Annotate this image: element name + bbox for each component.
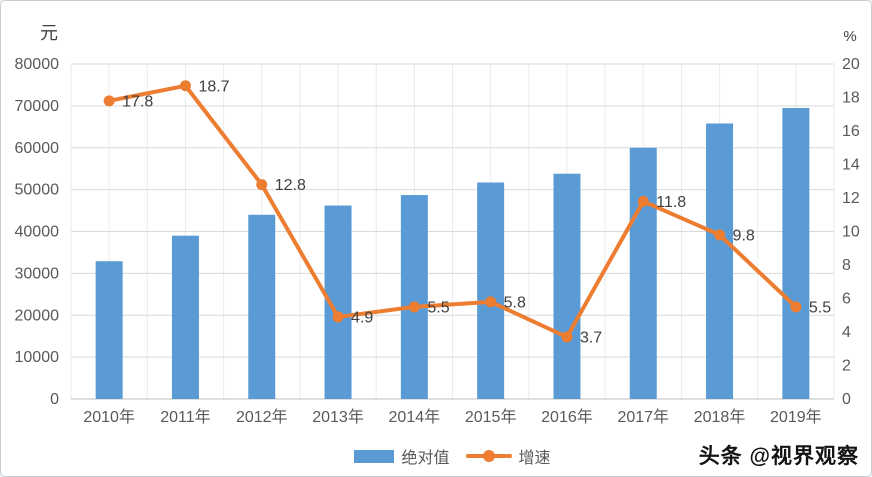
right-axis-tick: 0 bbox=[842, 391, 851, 408]
data-label-2018年: 9.8 bbox=[733, 227, 755, 244]
left-axis-tick: 80000 bbox=[15, 56, 60, 73]
bar-2017年 bbox=[629, 147, 657, 399]
line-point-2017年 bbox=[637, 195, 649, 207]
data-label-2014年: 5.5 bbox=[427, 299, 449, 316]
right-axis-tick: 20 bbox=[842, 56, 860, 73]
bar-2010年 bbox=[95, 261, 123, 399]
legend-label-absolute-value: 绝对值 bbox=[401, 450, 450, 467]
line-series: 17.8 18.7 12.8 4.9 5.5 5.8 3.7 11.8 9.8 5.5 bbox=[103, 78, 831, 347]
legend-item-growth-rate: 增速 bbox=[465, 444, 551, 468]
bar-2015年 bbox=[477, 182, 505, 399]
data-label-2010年: 17.8 bbox=[122, 93, 153, 110]
right-axis-tick: 6 bbox=[842, 291, 851, 308]
right-axis-tick: 18 bbox=[842, 90, 860, 107]
left-axis-tick: 30000 bbox=[15, 265, 60, 282]
right-axis-tick: 12 bbox=[842, 190, 860, 207]
x-axis-label-2018年: 2018年 bbox=[694, 408, 746, 426]
right-axis-tick: 8 bbox=[842, 257, 851, 274]
line-point-2010年 bbox=[103, 95, 115, 107]
line-point-2012年 bbox=[256, 179, 268, 191]
line-series-dot-icon bbox=[482, 450, 495, 462]
line-point-2018年 bbox=[714, 229, 726, 241]
left-axis-tick: 50000 bbox=[15, 182, 60, 199]
line-point-2015年 bbox=[485, 296, 497, 308]
right-axis-tick: 10 bbox=[842, 224, 860, 241]
right-axis-tick: 2 bbox=[842, 358, 851, 375]
left-axis-tick: 60000 bbox=[15, 140, 60, 157]
right-axis-tick: 14 bbox=[842, 157, 860, 174]
bar-series bbox=[95, 107, 810, 400]
data-label-2011年: 18.7 bbox=[198, 78, 229, 95]
line-point-2014年 bbox=[408, 301, 420, 313]
x-axis-label-2016年: 2016年 bbox=[541, 408, 593, 426]
left-axis-tick: 10000 bbox=[15, 349, 60, 366]
x-axis-labels: 2010年 2011年 2012年 2013年 2014年 2015年 2016年 2017年… bbox=[83, 408, 821, 426]
data-label-2012年: 12.8 bbox=[275, 177, 306, 194]
chart-legend: 绝对值 增速 bbox=[71, 444, 834, 468]
line-point-2013年 bbox=[332, 311, 344, 323]
x-axis-label-2015年: 2015年 bbox=[465, 408, 517, 426]
right-axis-tick: 16 bbox=[842, 123, 860, 140]
bar-series-swatch-icon bbox=[354, 449, 395, 463]
x-axis-label-2010年: 2010年 bbox=[83, 408, 135, 426]
left-axis-tick-labels: 0 10000 20000 30000 40000 50000 60000 70000 8000… bbox=[15, 56, 60, 408]
x-axis-label-2019年: 2019年 bbox=[770, 408, 822, 426]
bar-2018年 bbox=[706, 123, 734, 400]
data-label-2013年: 4.9 bbox=[351, 309, 373, 326]
x-axis-label-2017年: 2017年 bbox=[617, 408, 669, 426]
bar-2012年 bbox=[248, 214, 276, 399]
line-point-2019年 bbox=[790, 301, 802, 313]
bar-2019年 bbox=[782, 107, 810, 399]
left-axis-unit-label: 元 bbox=[40, 23, 58, 43]
right-axis-tick: 4 bbox=[842, 324, 851, 341]
bar-2016年 bbox=[553, 173, 581, 399]
bar-2014年 bbox=[400, 195, 428, 399]
x-axis-label-2013年: 2013年 bbox=[312, 408, 364, 426]
data-label-2019年: 5.5 bbox=[809, 299, 831, 316]
legend-label-growth-rate: 增速 bbox=[518, 450, 551, 467]
bar-2011年 bbox=[171, 235, 199, 399]
left-axis-tick: 0 bbox=[50, 391, 59, 408]
left-axis-tick: 20000 bbox=[15, 307, 60, 324]
data-label-2016年: 3.7 bbox=[580, 330, 602, 347]
left-axis-tick: 70000 bbox=[15, 98, 60, 115]
right-axis-unit-label: % bbox=[843, 28, 856, 45]
line-point-2011年 bbox=[179, 80, 191, 92]
data-label-2017年: 11.8 bbox=[656, 194, 686, 211]
left-axis-tick: 40000 bbox=[15, 224, 60, 241]
right-axis-tick-labels: 0 2 4 6 8 10 12 14 16 18 20 bbox=[842, 56, 860, 408]
data-label-2015年: 5.8 bbox=[504, 294, 526, 311]
x-axis-label-2012年: 2012年 bbox=[236, 408, 288, 426]
x-axis-label-2011年: 2011年 bbox=[160, 408, 210, 426]
x-axis-label-2014年: 2014年 bbox=[389, 408, 441, 426]
line-series-swatch-icon bbox=[465, 450, 512, 462]
watermark: 头条 @视界观察 bbox=[698, 445, 859, 468]
legend-item-absolute-value: 绝对值 bbox=[354, 444, 450, 468]
line-point-2016年 bbox=[561, 331, 573, 343]
